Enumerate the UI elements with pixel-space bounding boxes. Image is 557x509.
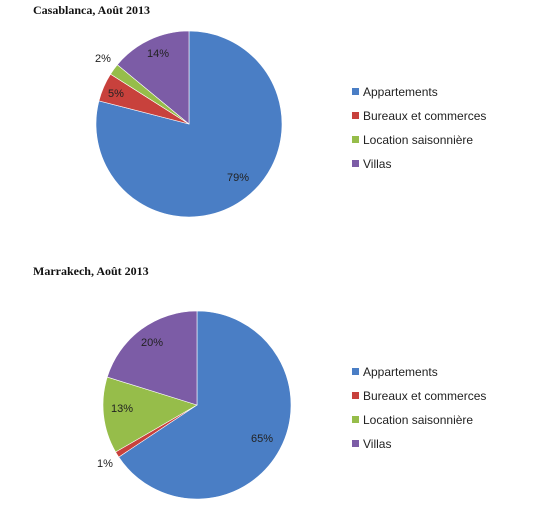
legend-label-1-3: Villas	[363, 437, 391, 451]
chart-title-casablanca: Casablanca, Août 2013	[33, 3, 151, 17]
slice-label-0-1: 5%	[108, 88, 124, 100]
legend-swatch-0-1	[352, 112, 359, 119]
legend-swatch-0-2	[352, 136, 359, 143]
legend-swatch-0-3	[352, 160, 359, 167]
slice-label-1-1: 1%	[97, 458, 113, 470]
pie-slice-1-3	[106, 310, 198, 406]
pie-slice-0-3	[116, 30, 190, 125]
pie-slice-1-2	[102, 376, 198, 453]
legend-swatch-1-3	[352, 440, 359, 447]
slice-label-1-2: 13%	[111, 403, 133, 415]
legend-label-0-2: Location saisonnière	[363, 133, 473, 147]
legend-label-0-3: Villas	[363, 157, 391, 171]
slice-label-1-3: 20%	[141, 337, 163, 349]
slice-label-0-2: 2%	[95, 53, 111, 65]
legend-label-1-1: Bureaux et commerces	[363, 389, 486, 403]
legend-swatch-0-0	[352, 88, 359, 95]
legend-swatch-1-1	[352, 392, 359, 399]
slice-label-1-0: 65%	[251, 433, 273, 445]
legend-label-1-2: Location saisonnière	[363, 413, 473, 427]
legend-label-1-0: Appartements	[363, 365, 438, 379]
pie-slice-1-0	[118, 310, 292, 500]
legend-swatch-1-0	[352, 368, 359, 375]
slice-label-0-3: 14%	[147, 48, 169, 60]
legend-swatch-1-2	[352, 416, 359, 423]
slice-label-0-0: 79%	[227, 172, 249, 184]
pie-slice-0-0	[95, 30, 283, 218]
legend-label-0-0: Appartements	[363, 85, 438, 99]
legend-label-0-1: Bureaux et commerces	[363, 109, 486, 123]
chart-title-marrakech: Marrakech, Août 2013	[33, 264, 149, 278]
